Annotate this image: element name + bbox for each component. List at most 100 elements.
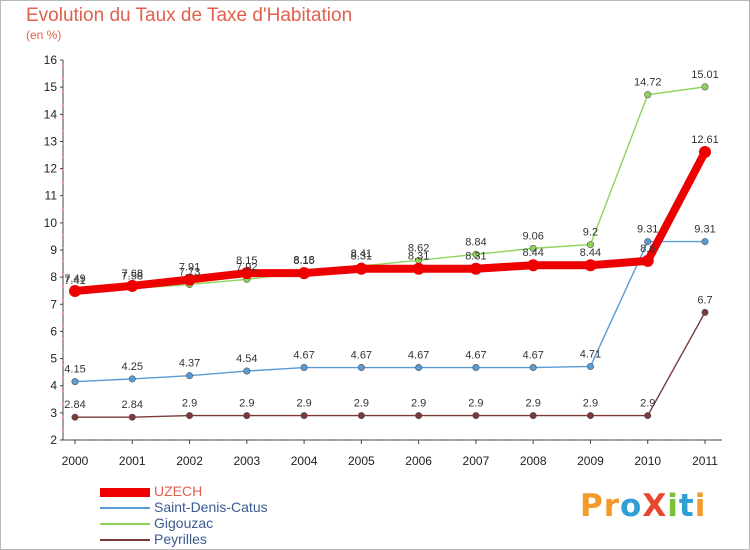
legend-swatch [100, 539, 150, 541]
data-label: 4.54 [236, 353, 257, 365]
y-tick-label: 2 [50, 433, 57, 447]
logo-letter: t [678, 488, 695, 524]
data-label: 2.9 [468, 398, 483, 410]
logo-letter: i [667, 488, 679, 524]
y-tick-label: 3 [50, 406, 57, 420]
series-line [74, 86, 706, 294]
data-label: 2.9 [239, 398, 254, 410]
data-point [243, 412, 251, 420]
data-label: 4.67 [408, 350, 429, 362]
data-label: 2.84 [122, 399, 143, 411]
data-point [298, 267, 311, 280]
legend-swatch [100, 507, 150, 509]
data-label: 8.18 [293, 254, 314, 266]
data-label: 7.68 [122, 268, 143, 280]
y-tick-label: 12 [44, 162, 58, 176]
chart-title: Evolution du Taux de Taxe d'Habitation [26, 5, 353, 26]
data-label: 9.06 [522, 230, 543, 242]
data-point [126, 279, 139, 292]
data-label: 8.31 [351, 251, 372, 263]
data-label: 7.49 [64, 273, 85, 285]
x-tick-label: 2006 [405, 454, 432, 468]
data-point [644, 91, 652, 99]
legend-label: UZECH [154, 483, 203, 499]
data-point [71, 413, 79, 421]
legend-label: Saint-Denis-Catus [154, 499, 268, 515]
data-point [527, 259, 540, 272]
y-tick-label: 15 [44, 80, 58, 94]
y-tick-label: 5 [50, 352, 57, 366]
series-line [71, 148, 709, 295]
data-label: 9.2 [583, 227, 598, 239]
data-label: 4.25 [122, 361, 143, 373]
data-label: 7.41 [64, 275, 85, 287]
y-tick-label: 8 [50, 270, 57, 284]
data-point [529, 244, 537, 252]
data-label: 9.31 [637, 224, 658, 236]
series-line [74, 311, 706, 418]
data-point [472, 412, 480, 420]
x-tick-label: 2007 [463, 454, 490, 468]
data-point [529, 364, 537, 372]
data-point [243, 367, 251, 375]
data-label: 14.72 [634, 77, 662, 89]
x-tick-label: 2002 [176, 454, 203, 468]
line-chart: 2 3 4 5 6 7 8 9 10 11 12 13 14 15 16 2000 2001 2002 2003 20… [44, 53, 722, 468]
data-point [128, 413, 136, 421]
y-tick-label: 6 [50, 324, 57, 338]
x-tick-label: 2008 [520, 454, 547, 468]
data-label: 2.9 [354, 398, 369, 410]
data-label: 4.37 [179, 358, 200, 370]
data-point [701, 83, 709, 91]
y-tick-label: 13 [44, 134, 58, 148]
data-label: 4.67 [522, 350, 543, 362]
data-label: 8.44 [522, 247, 543, 259]
logo-letter: X [642, 488, 668, 524]
logo-letter: P [580, 488, 604, 524]
data-point [240, 267, 253, 280]
data-labels: 2.84 2.84 2.9 2.9 2.9 2.9 2.9 2.9 2.9 2.9 2.9 6.7 4.… [64, 69, 718, 411]
y-tick-label: 9 [50, 243, 57, 257]
logo-letter: o [620, 488, 643, 524]
data-label: 8.62 [408, 242, 429, 254]
data-point [357, 364, 365, 372]
y-tick-label: 11 [45, 189, 58, 203]
y-tick-label: 16 [44, 53, 58, 67]
data-point [644, 238, 652, 246]
data-label: 15.01 [691, 69, 719, 81]
data-point [300, 364, 308, 372]
x-tick-label: 2000 [62, 454, 89, 468]
data-label: 2.9 [182, 398, 197, 410]
data-point [472, 364, 480, 372]
x-tick-label: 2009 [577, 454, 604, 468]
data-point [71, 378, 79, 386]
data-label: 8.15 [293, 255, 314, 267]
data-point [529, 412, 537, 420]
series-peyrilles [71, 308, 709, 421]
proxiti-logo: ProXiti [580, 488, 706, 524]
x-tick-label: 2003 [233, 454, 260, 468]
data-label: 7.92 [236, 261, 257, 273]
series-line [74, 240, 706, 383]
logo-letter: r [603, 488, 621, 524]
data-point [586, 241, 594, 249]
data-point [699, 146, 711, 159]
data-label: 8.84 [465, 236, 486, 248]
series-layer [69, 83, 711, 421]
legend-swatch [100, 523, 150, 525]
legend-swatch [100, 488, 150, 497]
logo-letter: i [694, 488, 707, 524]
data-point [586, 362, 594, 370]
data-point [186, 412, 194, 420]
series-uzech [69, 146, 711, 297]
data-label: 8.44 [580, 247, 601, 259]
data-label: 8.15 [236, 255, 257, 267]
data-label: 2.9 [296, 398, 311, 410]
data-label: 4.71 [580, 348, 601, 360]
x-tick-label: 2005 [348, 454, 375, 468]
data-point [300, 412, 308, 420]
data-label: 2.84 [64, 399, 85, 411]
data-point [701, 308, 709, 316]
y-tick-label: 10 [44, 216, 58, 230]
